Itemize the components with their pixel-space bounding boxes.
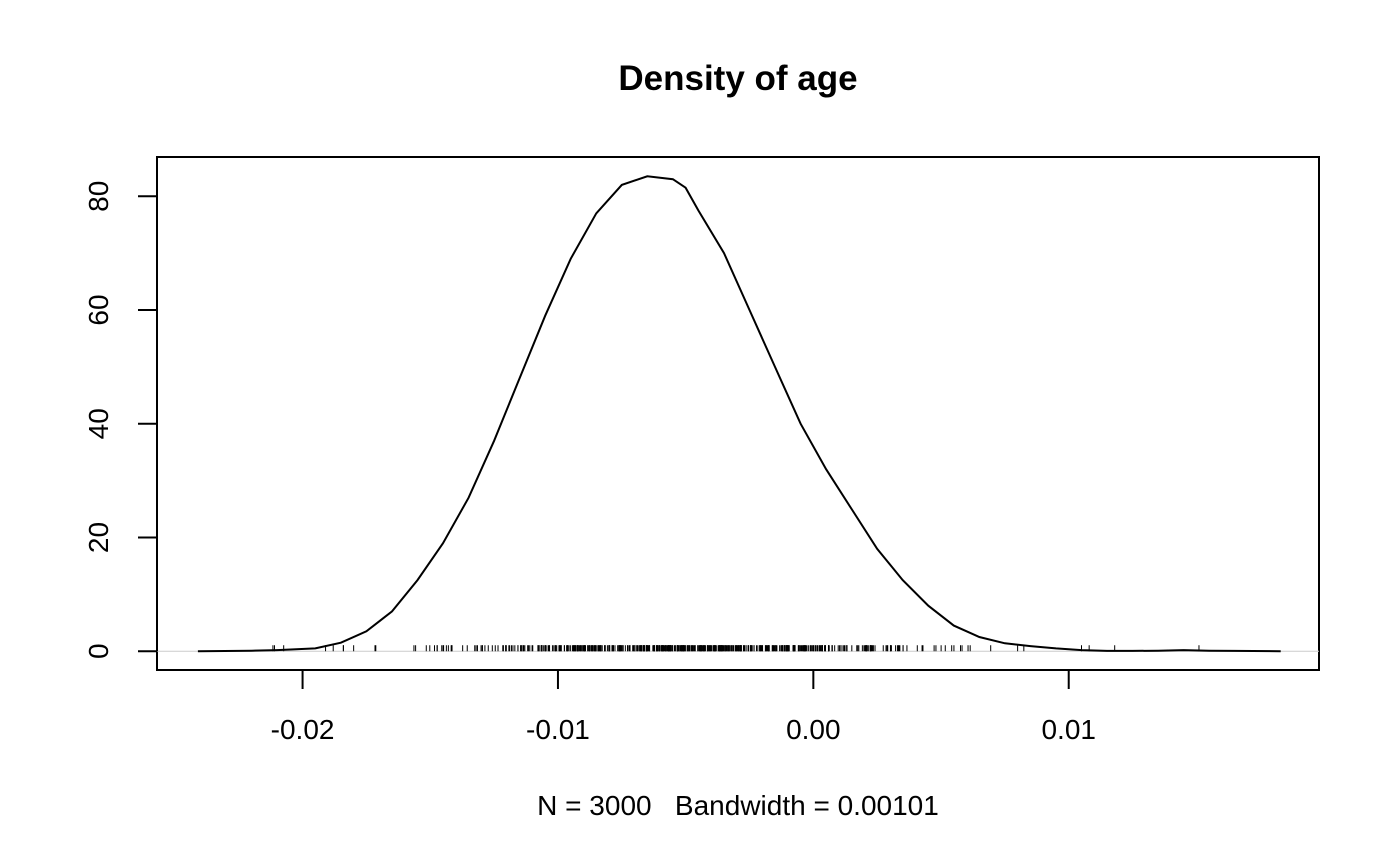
plot-frame <box>156 156 1320 671</box>
y-tick-label: 80 <box>83 181 114 212</box>
density-curve <box>197 175 1281 653</box>
x-tick-label: -0.02 <box>271 714 335 745</box>
y-tick-label: 40 <box>83 408 114 439</box>
chart-title: Density of age <box>618 59 857 98</box>
x-axis-label: N = 3000 Bandwidth = 0.00101 <box>537 790 939 821</box>
y-tick-label: 60 <box>83 294 114 325</box>
y-axis: 0 20 40 60 80 <box>83 181 158 659</box>
y-tick-label: 0 <box>83 643 114 659</box>
x-axis: -0.02 -0.01 0.00 0.01 <box>271 669 1096 745</box>
x-tick-label: -0.01 <box>526 714 590 745</box>
rug-marks <box>272 645 1200 652</box>
x-tick-label: 0.00 <box>786 714 841 745</box>
x-tick-label: 0.01 <box>1041 714 1096 745</box>
y-tick-label: 20 <box>83 522 114 553</box>
